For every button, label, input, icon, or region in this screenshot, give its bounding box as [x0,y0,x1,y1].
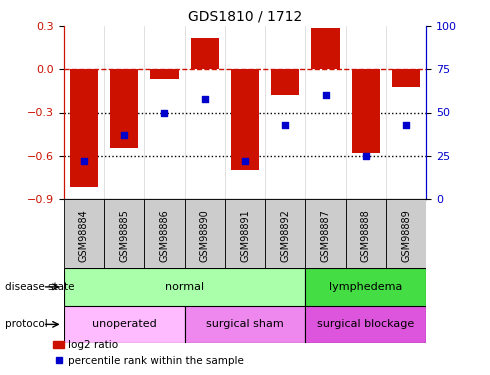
Text: lymphedema: lymphedema [329,282,403,292]
Bar [305,268,426,306]
Bar [392,69,420,87]
Bar [185,306,305,343]
Text: GSM98887: GSM98887 [320,209,331,262]
Point [321,92,329,98]
Bar [386,199,426,268]
Point [80,158,88,164]
Point [241,158,249,164]
Bar [346,199,386,268]
Bar [312,28,340,69]
Point [161,110,169,116]
Bar [305,306,426,343]
Point [281,122,289,128]
Bar [64,268,305,306]
Text: GSM98884: GSM98884 [79,209,89,262]
Point [362,153,370,159]
Text: GSM98886: GSM98886 [159,209,170,262]
Text: GSM98890: GSM98890 [200,209,210,262]
Text: surgical blockage: surgical blockage [317,320,415,329]
Bar [265,199,305,268]
Bar [231,69,259,170]
Text: protocol: protocol [5,320,48,329]
Point [201,96,209,102]
Text: surgical sham: surgical sham [206,320,284,329]
Bar [104,199,144,268]
Point [120,132,128,138]
Text: GSM98891: GSM98891 [240,209,250,262]
Bar [110,69,138,148]
Bar [305,199,346,268]
Title: GDS1810 / 1712: GDS1810 / 1712 [188,10,302,24]
Text: disease state: disease state [5,282,74,292]
Point [402,122,410,128]
Text: GSM98885: GSM98885 [119,209,129,262]
Bar [64,306,185,343]
Bar [64,199,104,268]
Text: GSM98889: GSM98889 [401,209,411,262]
Text: normal: normal [165,282,204,292]
Text: unoperated: unoperated [92,320,156,329]
Bar [191,38,219,69]
Text: GSM98892: GSM98892 [280,209,290,262]
Legend: log2 ratio, percentile rank within the sample: log2 ratio, percentile rank within the s… [49,336,248,370]
Bar [352,69,380,153]
Bar [185,199,225,268]
Bar [70,69,98,187]
Bar [225,199,265,268]
Text: GSM98888: GSM98888 [361,209,371,262]
Bar [144,199,185,268]
Bar [150,69,178,80]
Bar [271,69,299,95]
